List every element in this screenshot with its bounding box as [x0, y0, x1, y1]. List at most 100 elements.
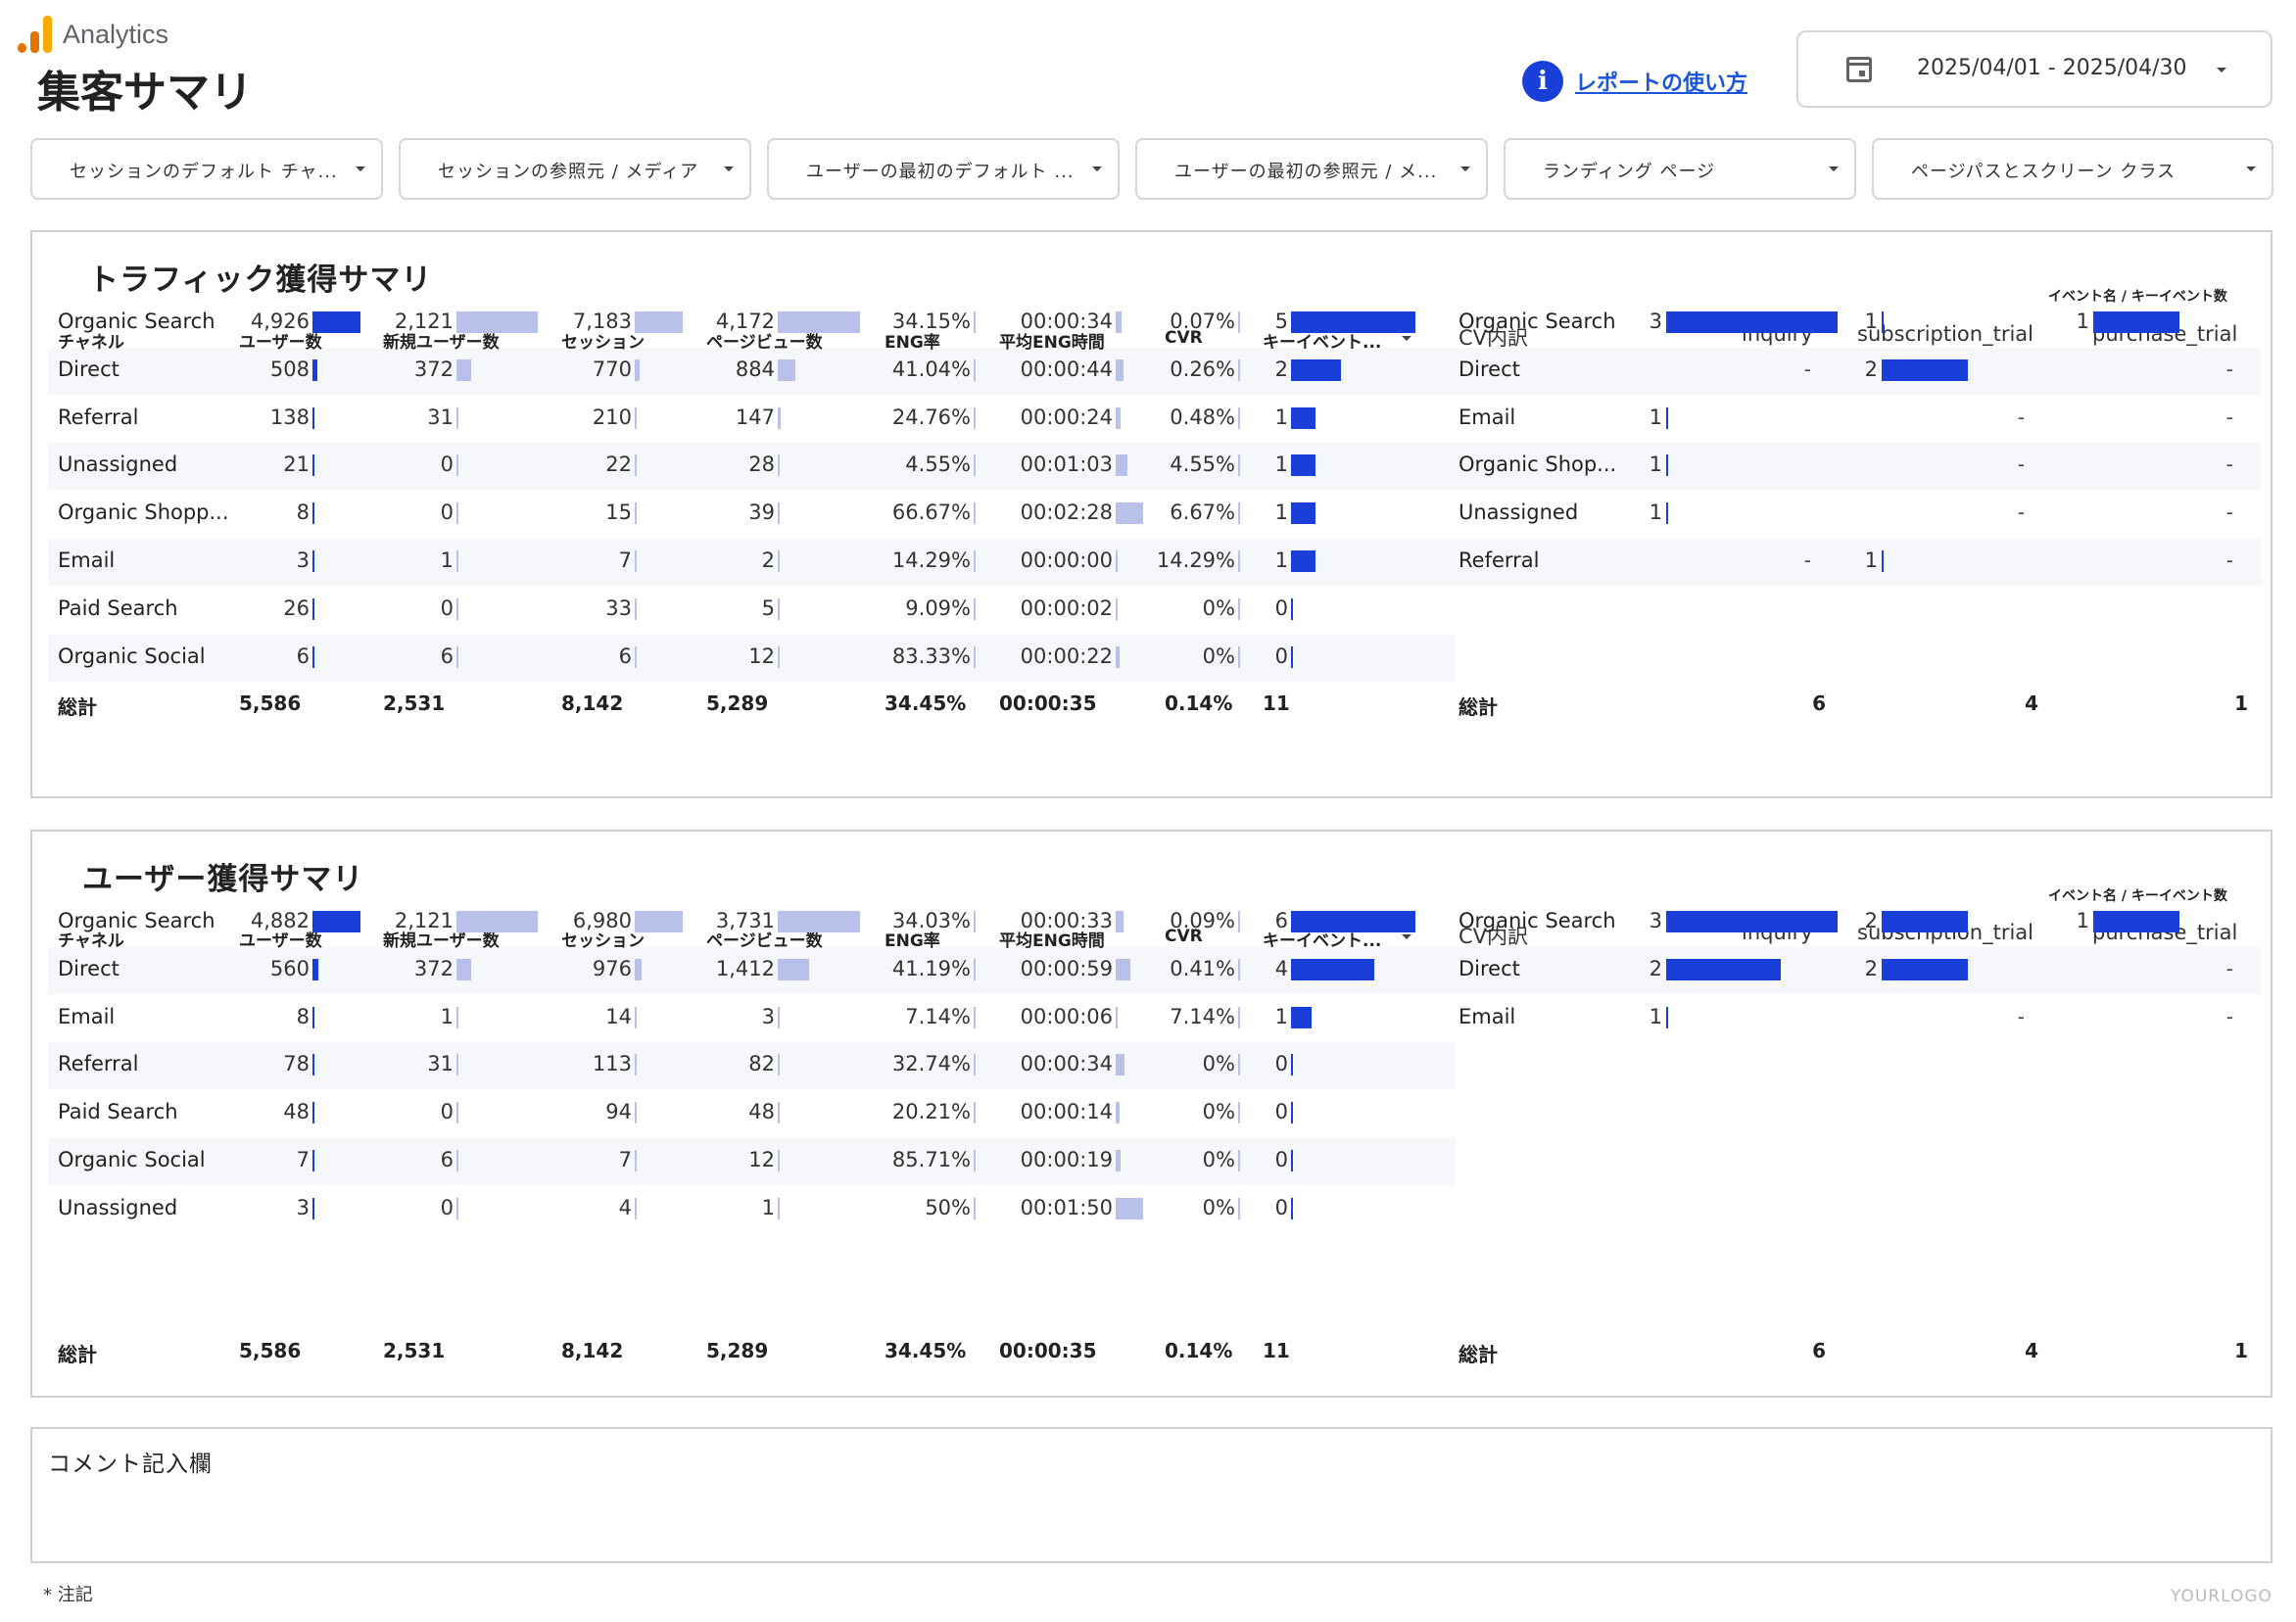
cv-bar [1666, 1006, 1668, 1028]
metric-bar [974, 645, 976, 668]
metric-bar [635, 1054, 637, 1076]
total-cell: 総計 [58, 1343, 97, 1367]
metric-bar [778, 550, 780, 572]
cv-count-cell: 1 [2076, 310, 2089, 333]
metric-cell: 1,412 [715, 956, 775, 980]
cv-event-header: subscription_trial [1857, 322, 2033, 346]
column-header: ENG率 [885, 931, 940, 951]
cv-total-cell: 総計 [1459, 1343, 1498, 1367]
date-range-picker[interactable]: 2025/04/01 - 2025/04/30 [1796, 30, 2272, 108]
metric-bar [778, 1197, 780, 1219]
column-header: セッション [561, 333, 645, 353]
row-stripe [1446, 539, 2261, 586]
chevron-down-icon [356, 167, 365, 171]
metric-cell: 1 [761, 1195, 775, 1219]
metric-bar [1238, 958, 1240, 980]
comment-box[interactable]: コメント記入欄 [30, 1427, 2272, 1563]
calendar-icon [1846, 57, 1872, 82]
metric-bar [1116, 1197, 1143, 1219]
metric-bar [456, 1054, 458, 1076]
filter-dropdown[interactable]: セッションの参照元 / メディア [399, 138, 751, 200]
metric-bar [456, 1197, 458, 1219]
traffic-acquisition-panel: トラフィック獲得サマリ チャネル ユーザー数 新規ユーザー数 セッション ページビュー数… [30, 230, 2272, 798]
metric-cell: 0 [440, 596, 454, 620]
metric-bar [1116, 406, 1121, 429]
column-header: CVR [1165, 927, 1203, 946]
metric-bar [1116, 958, 1130, 980]
date-range-value: 2025/04/01 - 2025/04/30 [1917, 56, 2187, 80]
chevron-down-icon [1092, 167, 1102, 171]
filter-dropdown[interactable]: ページパスとスクリーン クラス [1872, 138, 2273, 200]
metric-bar [974, 958, 976, 980]
metric-bar [974, 454, 976, 477]
column-header: ページビュー数 [706, 333, 823, 353]
metric-bar [1291, 550, 1315, 572]
metric-cell: 0.07% [1170, 310, 1235, 333]
channel-cell: Unassigned [58, 453, 178, 477]
metric-bar [1238, 454, 1240, 477]
metric-cell: 39 [748, 501, 775, 525]
sort-icon[interactable] [1402, 336, 1411, 341]
column-header: ユーザー数 [239, 333, 322, 353]
metric-bar [635, 1102, 637, 1124]
metric-cell: 0% [1202, 1052, 1235, 1076]
metric-bar [778, 406, 781, 429]
metric-cell: 210 [592, 405, 632, 429]
filter-dropdown[interactable]: ユーザーの最初の参照元 / メ... [1135, 138, 1488, 200]
report-guide-link-label[interactable]: レポートの使い方 [1575, 72, 1748, 96]
report-guide-link[interactable]: i レポートの使い方 [1522, 61, 1747, 102]
row-stripe [48, 1042, 1455, 1090]
metric-bar [1116, 1102, 1120, 1124]
metric-bar [312, 550, 314, 572]
metric-cell: 0% [1202, 1195, 1235, 1219]
metric-cell: 14.29% [891, 549, 971, 572]
cv-header: CV内訳 [1459, 925, 1529, 948]
metric-bar [1291, 911, 1415, 932]
metric-cell: 3 [296, 1195, 310, 1219]
total-cell: 5,586 [239, 692, 302, 716]
metric-bar [456, 550, 458, 572]
filter-dropdown[interactable]: セッションのデフォルト チャ... [30, 138, 383, 200]
row-stripe [48, 634, 1455, 682]
cv-count-cell: 3 [1649, 909, 1662, 932]
metric-cell: 6 [1274, 909, 1288, 932]
metric-bar [456, 502, 458, 525]
metric-bar [312, 1006, 314, 1028]
metric-cell: 34.03% [891, 909, 971, 932]
metric-bar [974, 311, 976, 333]
metric-bar [974, 358, 976, 381]
metric-cell: 0.48% [1170, 405, 1235, 429]
metric-cell: 976 [592, 956, 632, 980]
column-header[interactable]: キーイベント... [1263, 333, 1382, 353]
metric-bar [974, 1150, 976, 1171]
cv-bar [1666, 454, 1668, 477]
metric-cell: 41.19% [891, 956, 971, 980]
metric-cell: 21 [283, 453, 310, 477]
metric-bar [1291, 358, 1341, 381]
cv-count-cell: 2 [1649, 956, 1662, 980]
channel-cell: Email [58, 549, 116, 572]
total-cell: 5,289 [706, 692, 769, 716]
column-header: ページビュー数 [706, 931, 823, 951]
cv-total-cell: 1 [2234, 692, 2248, 716]
filter-label: ユーザーの最初の参照元 / メ... [1174, 162, 1438, 182]
metric-bar [312, 1102, 314, 1124]
metric-cell: 0 [1274, 596, 1288, 620]
column-header[interactable]: キーイベント... [1263, 931, 1382, 951]
metric-cell: 00:00:02 [1020, 596, 1113, 620]
metric-bar [1238, 502, 1240, 525]
filter-dropdown[interactable]: ランディング ページ [1504, 138, 1856, 200]
total-cell: 11 [1263, 692, 1290, 716]
sort-icon[interactable] [1402, 934, 1411, 939]
filter-dropdown[interactable]: ユーザーの最初のデフォルト ... [767, 138, 1120, 200]
metric-cell: 0% [1202, 644, 1235, 668]
channel-cell: Organic Search [58, 310, 215, 333]
cv-count-cell: 1 [1864, 310, 1878, 333]
metric-bar [778, 597, 780, 620]
row-stripe [48, 1138, 1455, 1185]
cv-count-cell: 1 [1649, 453, 1662, 477]
row-stripe [48, 347, 1455, 395]
metric-cell: 66.67% [891, 501, 971, 525]
metric-cell: 7 [296, 1148, 310, 1171]
total-cell: 00:00:35 [999, 692, 1097, 716]
